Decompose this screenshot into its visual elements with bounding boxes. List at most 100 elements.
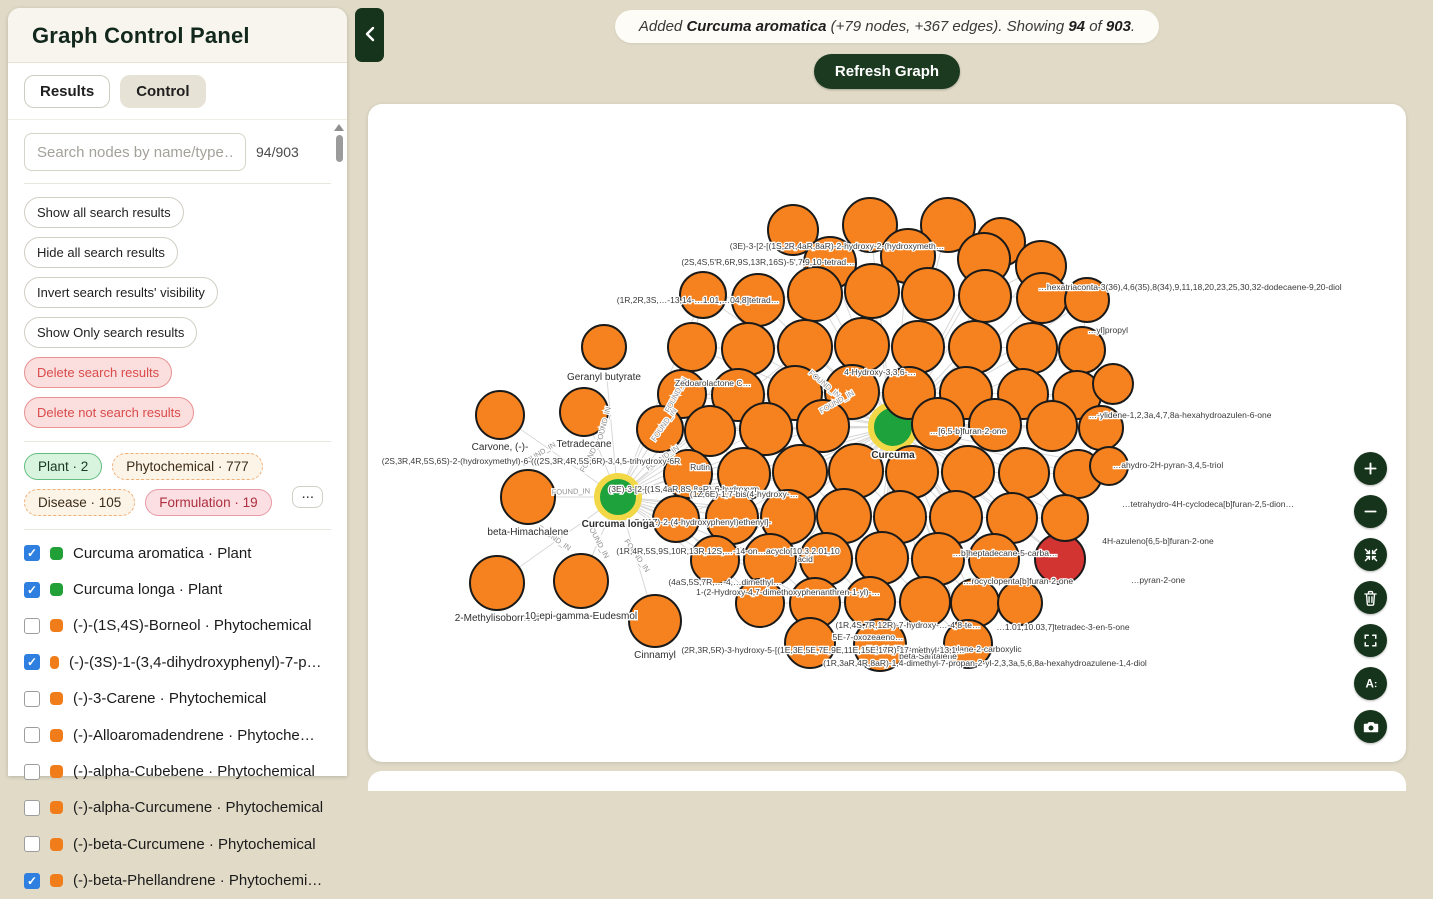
graph-node-phytochemical[interactable] [1006,322,1058,374]
checkbox-unchecked[interactable] [24,727,40,744]
graph-node-phytochemical[interactable] [842,197,898,253]
action-button-show-only-search-results[interactable]: Show Only search results [24,317,198,348]
graph-node-phytochemical[interactable] [663,449,713,499]
graph-node-phytochemical[interactable] [997,580,1043,626]
action-button-invert-search-results-visibility[interactable]: Invert search results' visibility [24,277,218,308]
graph-node-phytochemical[interactable] [684,405,736,457]
graph-canvas[interactable]: FOUND_IN FOUND_INFOUND_INFOUND_INFOUND_IN… [368,104,1406,762]
graph-node-phytochemical[interactable] [784,617,836,669]
checkbox-unchecked[interactable] [24,690,40,707]
graph-node-phytochemical[interactable] [667,322,717,372]
graph-node-phytochemical[interactable] [901,267,955,321]
graph-node-phytochemical[interactable] [690,535,740,585]
graph-node-phytochemical[interactable] [855,531,909,585]
node-list-item[interactable]: Curcuma longa · Plant [24,571,331,607]
graph-node-phytochemical[interactable] [657,369,707,419]
graph-node-phytochemical[interactable] [899,576,951,628]
zoom-out-button[interactable] [1354,495,1387,528]
graph-node-phytochemical[interactable] [1016,272,1068,324]
fullscreen-button[interactable] [1354,624,1387,657]
graph-node-phytochemical[interactable] [968,398,1022,452]
graph-node-phytochemical[interactable] [636,405,684,453]
tab-control[interactable]: Control [120,75,206,108]
type-badge-formulation[interactable]: Formulation · 19 [145,489,272,516]
more-badges-button[interactable]: ... [292,486,323,508]
graph-node-phytochemical[interactable] [777,319,833,375]
checkbox-checked[interactable] [24,872,40,889]
graph-node-phytochemical[interactable] [968,533,1020,585]
action-button-delete-not-search-results[interactable]: Delete not search results [24,397,194,428]
divider [24,183,331,184]
node-list-item[interactable]: (-)-beta-Curcumene · Phytochemical [24,826,331,862]
graph-node-phytochemical[interactable] [559,387,609,437]
graph-node-phytochemical[interactable] [469,555,525,611]
graph-node-phytochemical[interactable] [739,402,793,456]
graph-node-phytochemical[interactable] [1064,277,1110,323]
node-list-item[interactable]: (-)-(3S)-1-(3,4-dihydroxyphenyl)-7-p… [24,644,331,680]
node-list-item[interactable]: (-)-(1S,4S)-Borneol · Phytochemical [24,608,331,644]
graph-node-phytochemical[interactable] [787,266,843,322]
graph-node-phytochemical[interactable] [943,619,993,669]
graph-node-phytochemical[interactable] [1089,446,1129,486]
node-list-item[interactable]: (-)-alpha-Curcumene · Phytochemical [24,790,331,826]
node-list-item[interactable]: (-)-beta-Phellandrene · Phytochemi… [24,863,331,899]
checkbox-unchecked[interactable] [24,836,40,853]
search-input[interactable] [24,133,246,171]
graph-node-phytochemical[interactable] [853,618,907,672]
node-list-item[interactable]: (-)-Alloaromadendrene · Phytoche… [24,717,331,753]
graph-node-phytochemical[interactable] [941,445,995,499]
graph-node-phytochemical[interactable] [920,197,976,253]
trash-icon [1363,590,1378,606]
checkbox-checked[interactable] [24,581,40,598]
graph-node-phytochemical[interactable] [891,320,945,374]
node-list-item[interactable]: Curcuma aromatica · Plant [24,535,331,571]
zoom-in-button[interactable] [1354,452,1387,485]
type-badge-plant[interactable]: Plant · 2 [24,453,103,480]
sidebar-scrollbar[interactable] [334,124,344,774]
scrollbar-up-icon[interactable] [334,124,344,131]
graph-node-phytochemical[interactable] [735,578,785,628]
graph-node-plant[interactable] [594,473,642,521]
graph-node-phytochemical[interactable] [1041,494,1089,542]
node-list-item[interactable]: (-)-3-Carene · Phytochemical [24,681,331,717]
graph-viewport[interactable]: FOUND_IN FOUND_IN FOUND_IN FOUND_IN FOUND_IN… [368,104,1406,762]
graph-node-phytochemical[interactable] [911,397,965,451]
graph-node-phytochemical[interactable] [1092,363,1134,405]
labels-button[interactable]: A [1354,667,1387,700]
graph-node-phytochemical[interactable] [679,271,727,319]
node-type-chip-orange [50,765,63,779]
checkbox-unchecked[interactable] [24,617,40,634]
graph-node-phytochemical[interactable] [652,495,700,543]
action-button-hide-all-search-results[interactable]: Hide all search results [24,237,178,268]
checkbox-unchecked[interactable] [24,799,40,816]
graph-node-phytochemical[interactable] [1026,400,1078,452]
delete-button[interactable] [1354,581,1387,614]
scrollbar-thumb[interactable] [335,135,343,162]
graph-node-phytochemical[interactable] [767,204,819,256]
type-badge-phyto[interactable]: Phytochemical · 777 [112,453,263,480]
node-list-item[interactable]: (-)-alpha-Cubebene · Phytochemical [24,753,331,789]
collapse-panel-button[interactable] [355,8,384,62]
type-badge-disease[interactable]: Disease · 105 [24,489,136,516]
graph-node-phytochemical[interactable] [475,390,525,440]
graph-node-phytochemical[interactable] [844,263,900,319]
graph-node-phytochemical[interactable] [958,269,1012,323]
action-button-delete-search-results[interactable]: Delete search results [24,357,173,388]
graph-node-phytochemical[interactable] [834,317,890,373]
checkbox-checked[interactable] [24,654,40,671]
checkbox-unchecked[interactable] [24,763,40,780]
graph-node-phytochemical[interactable] [581,324,627,370]
graph-node-phytochemical[interactable] [500,469,556,525]
tab-results[interactable]: Results [24,75,111,108]
graph-node-phytochemical[interactable] [628,594,682,648]
graph-node-phytochemical[interactable] [998,447,1050,499]
graph-node-phytochemical[interactable] [721,322,775,376]
graph-node-phytochemical[interactable] [796,399,850,453]
screenshot-button[interactable] [1354,710,1387,743]
refresh-graph-button[interactable]: Refresh Graph [813,54,961,89]
action-button-show-all-search-results[interactable]: Show all search results [24,197,184,228]
fit-view-button[interactable] [1354,538,1387,571]
checkbox-checked[interactable] [24,545,40,562]
graph-node-phytochemical[interactable] [948,320,1002,374]
graph-node-phytochemical[interactable] [553,553,609,609]
